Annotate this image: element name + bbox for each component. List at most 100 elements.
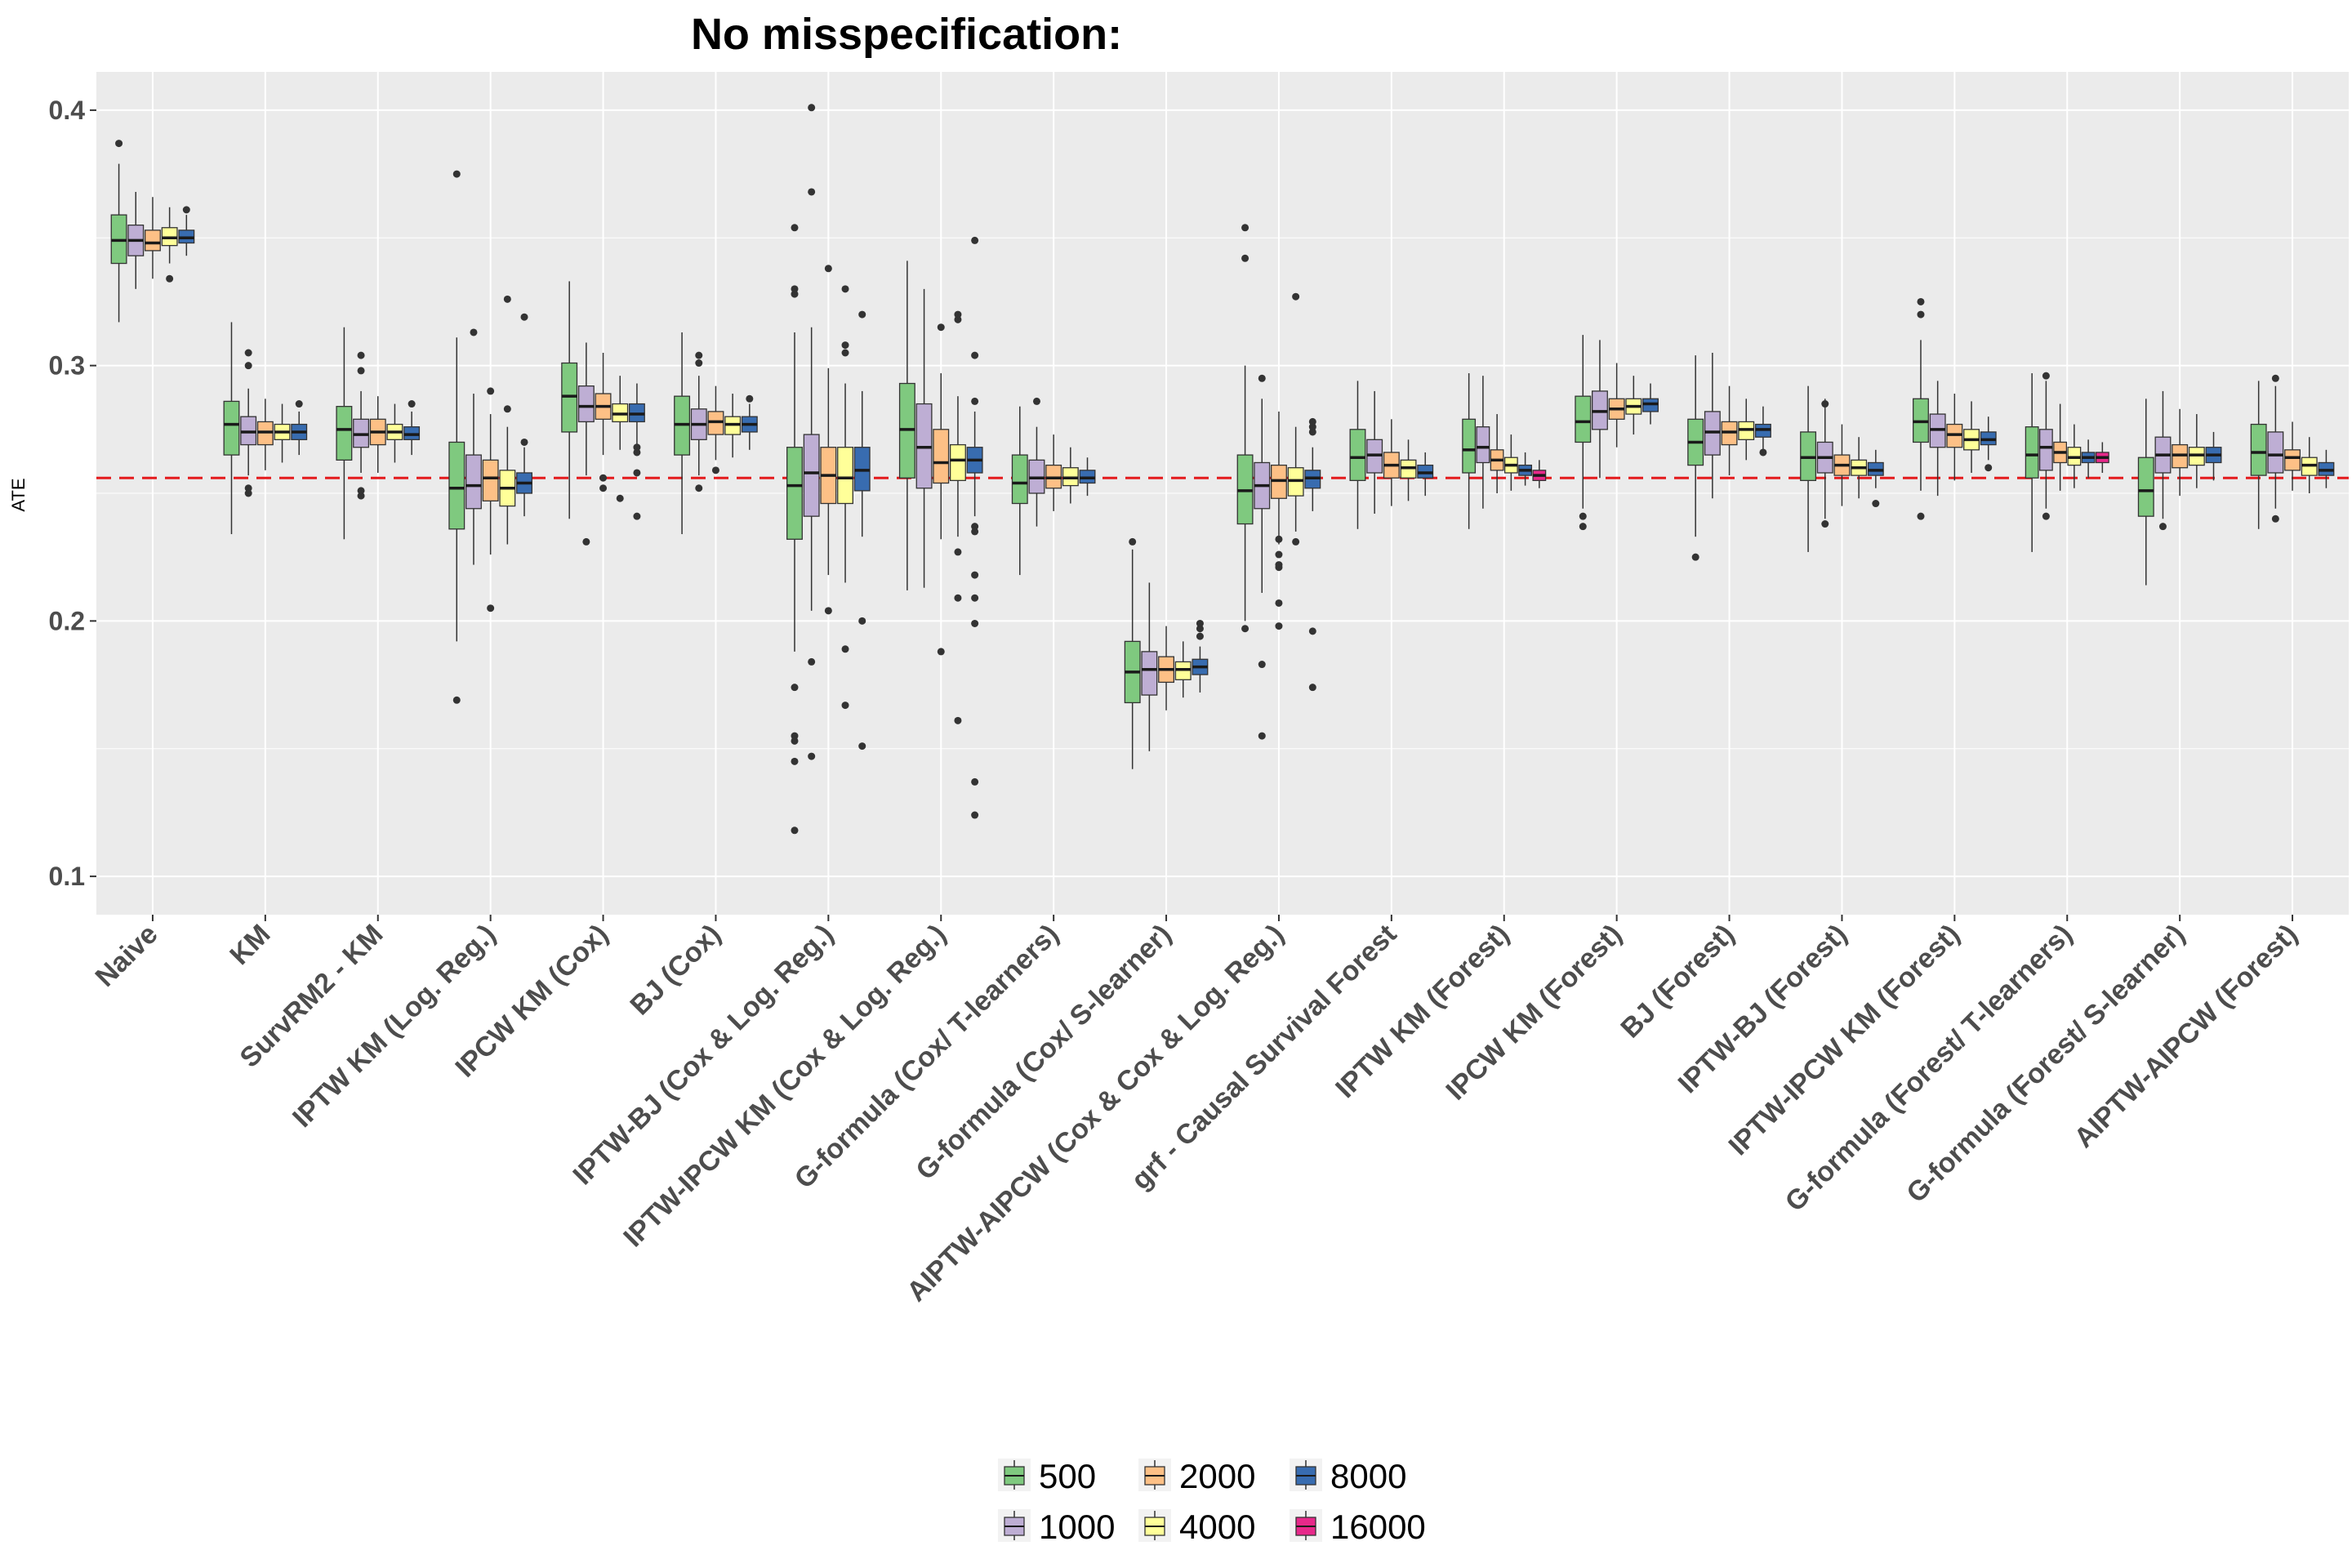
box-500-0 xyxy=(110,140,127,323)
box-4000-9 xyxy=(1174,641,1192,698)
outlier-point xyxy=(633,512,641,520)
outlier-point xyxy=(1275,599,1283,607)
legend-item-2000: 2000 xyxy=(1138,1457,1255,1495)
outlier-point xyxy=(841,645,849,653)
box-8000-7 xyxy=(966,236,983,819)
outlier-point xyxy=(520,438,528,446)
outlier-point xyxy=(599,474,608,482)
box-500-14 xyxy=(1687,355,1704,561)
box-body xyxy=(1141,651,1158,696)
box-500-7 xyxy=(898,261,915,590)
outlier-point xyxy=(1579,523,1587,531)
outlier-point xyxy=(841,349,849,357)
outlier-point xyxy=(1241,625,1250,633)
box-body xyxy=(1476,426,1490,464)
outlier-point xyxy=(1275,535,1283,543)
x-tick-label: AIPTW-AIPCW (Forest) xyxy=(2069,919,2304,1154)
box-500-19 xyxy=(2250,381,2267,529)
box-500-18 xyxy=(2137,399,2154,586)
box-8000-3 xyxy=(516,313,532,517)
outlier-point xyxy=(452,170,461,178)
outlier-point xyxy=(937,648,945,656)
outlier-point xyxy=(791,826,799,835)
box-4000-5 xyxy=(724,394,742,458)
box-500-2 xyxy=(336,327,353,540)
box-2000-15 xyxy=(1833,424,1851,506)
legend-label: 500 xyxy=(1039,1457,1096,1495)
outlier-point xyxy=(582,537,590,546)
box-1000-13 xyxy=(1592,340,1608,479)
box-body xyxy=(2038,429,2053,471)
box-4000-2 xyxy=(386,403,403,463)
box-4000-7 xyxy=(949,310,966,724)
box-body xyxy=(933,429,950,484)
outlier-point xyxy=(954,310,962,318)
box-body xyxy=(466,454,482,510)
outlier-point xyxy=(182,206,190,214)
box-4000-3 xyxy=(499,295,516,545)
outlier-point xyxy=(357,492,365,500)
box-1000-14 xyxy=(1704,353,1721,499)
chart-title: No misspecification: xyxy=(691,10,1122,59)
box-500-8 xyxy=(1011,406,1028,576)
outlier-point xyxy=(841,702,849,710)
y-tick-label: 0.4 xyxy=(49,96,86,125)
outlier-point xyxy=(808,104,816,112)
box-2000-12 xyxy=(1490,414,1504,493)
outlier-point xyxy=(824,265,832,273)
box-body xyxy=(1462,418,1477,474)
box-500-1 xyxy=(223,322,240,535)
legend-label: 2000 xyxy=(1179,1457,1255,1495)
outlier-point xyxy=(1275,622,1283,630)
box-body xyxy=(144,229,161,252)
box-8000-4 xyxy=(628,383,645,520)
box-1000-17 xyxy=(2038,372,2053,520)
outlier-point xyxy=(1821,520,1829,528)
outlier-point xyxy=(1308,417,1316,425)
outlier-point xyxy=(633,469,641,477)
x-tick-label: KM xyxy=(224,919,276,971)
outlier-point xyxy=(1308,428,1316,436)
outlier-point xyxy=(1308,627,1316,635)
box-2000-1 xyxy=(256,399,274,470)
box-4000-12 xyxy=(1503,434,1518,491)
outlier-point xyxy=(2271,514,2279,523)
box-8000-12 xyxy=(1518,452,1533,486)
outlier-point xyxy=(1275,550,1283,559)
box-500-17 xyxy=(2025,373,2039,552)
box-2000-16 xyxy=(1946,394,1963,481)
legend-label: 8000 xyxy=(1330,1457,1406,1495)
box-500-10 xyxy=(1236,224,1254,633)
box-4000-14 xyxy=(1738,399,1755,461)
y-tick-label: 0.2 xyxy=(49,606,85,635)
box-8000-2 xyxy=(403,400,421,456)
box-8000-1 xyxy=(291,400,308,456)
legend-label: 4000 xyxy=(1179,1508,1255,1546)
legend-item-16000: 16000 xyxy=(1290,1508,1426,1546)
box-body xyxy=(2137,457,2154,517)
y-tick-label: 0.3 xyxy=(49,351,85,381)
outlier-point xyxy=(633,448,641,457)
box-body xyxy=(837,447,853,505)
outlier-point xyxy=(1872,500,1880,508)
outlier-point xyxy=(487,604,495,612)
box-body xyxy=(2250,423,2267,476)
box-body xyxy=(2267,431,2284,474)
outlier-point xyxy=(808,752,816,760)
outlier-point xyxy=(1308,423,1316,431)
outlier-point xyxy=(971,571,979,579)
outlier-point xyxy=(1258,374,1266,382)
outlier-point xyxy=(954,548,962,556)
box-4000-10 xyxy=(1287,292,1304,546)
outlier-point xyxy=(1241,254,1250,262)
box-500-4 xyxy=(561,281,578,519)
outlier-point xyxy=(244,484,252,492)
box-1000-0 xyxy=(127,191,145,289)
outlier-point xyxy=(971,397,979,405)
box-2000-11 xyxy=(1383,419,1400,506)
box-2000-18 xyxy=(2172,408,2189,497)
outlier-point xyxy=(791,732,799,740)
outlier-point xyxy=(1292,537,1300,546)
outlier-point xyxy=(1821,400,1829,408)
